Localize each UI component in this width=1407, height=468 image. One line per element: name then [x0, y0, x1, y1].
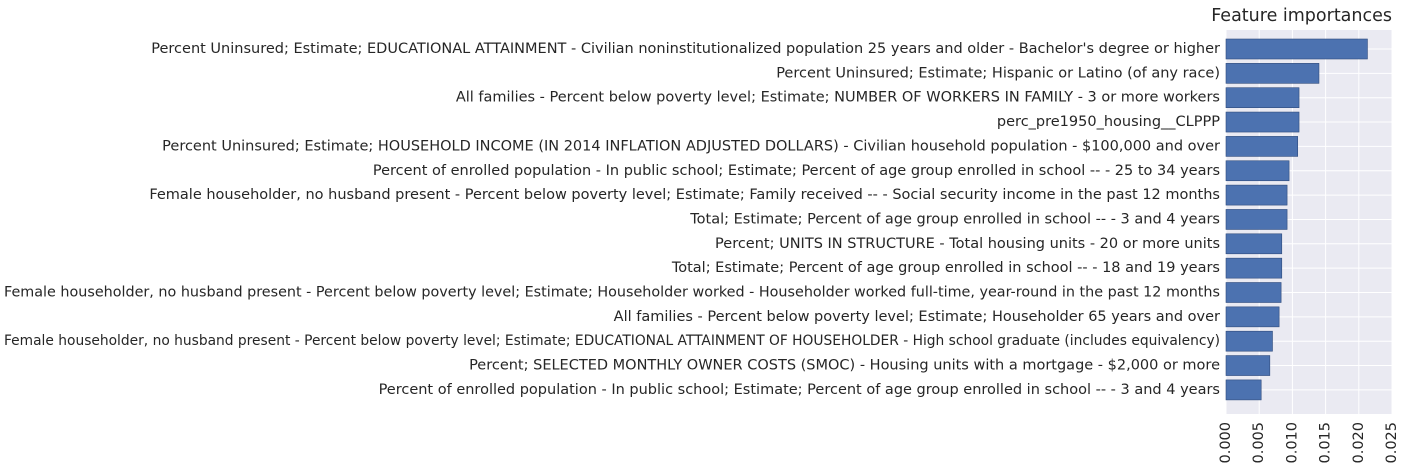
bars — [1225, 38, 1368, 401]
category-label: Percent; UNITS IN STRUCTURE - Total hous… — [715, 236, 1220, 252]
category-label: Percent; SELECTED MONTHLY OWNER COSTS (S… — [469, 358, 1220, 374]
chart-title: Feature importances — [1211, 6, 1392, 26]
bar — [1225, 379, 1262, 401]
bar — [1225, 306, 1280, 328]
x-tick-label: 0.015 — [1318, 422, 1334, 464]
category-label: Percent of enrolled population - In publ… — [379, 382, 1220, 398]
bar — [1225, 38, 1368, 60]
category-labels: Percent Uninsured; Estimate; EDUCATIONAL… — [4, 41, 1220, 398]
bar — [1225, 87, 1300, 108]
category-label: Female householder, no husband present -… — [4, 333, 1220, 349]
x-tick-label: 0.020 — [1351, 422, 1367, 464]
category-label: perc_pre1950_housing__CLPPP — [997, 114, 1220, 130]
category-label: Total; Estimate; Percent of age group en… — [689, 211, 1220, 227]
bar — [1225, 111, 1300, 133]
bar — [1225, 330, 1273, 352]
category-label: Percent Uninsured; Estimate; EDUCATIONAL… — [151, 41, 1220, 57]
x-tick-label: 0.005 — [1251, 422, 1267, 464]
category-label: Percent Uninsured; Estimate; Hispanic or… — [776, 65, 1220, 81]
x-tick-label: 0.025 — [1384, 422, 1400, 464]
category-label: All families - Percent below poverty lev… — [614, 309, 1220, 325]
category-label: All families - Percent below poverty lev… — [456, 90, 1220, 106]
bar — [1225, 355, 1271, 376]
category-label: Female householder, no husband present -… — [4, 285, 1220, 301]
category-label: Female householder, no husband present -… — [149, 187, 1220, 203]
bar — [1225, 160, 1290, 182]
x-axis-ticks: 0.000 0.005 0.010 0.015 0.020 0.025 — [1218, 422, 1400, 464]
bar — [1225, 233, 1283, 255]
x-tick-label: 0.010 — [1284, 422, 1300, 464]
category-label: Percent Uninsured; Estimate; HOUSEHOLD I… — [162, 138, 1220, 154]
bar — [1225, 184, 1288, 206]
category-label: Total; Estimate; Percent of age group en… — [671, 260, 1220, 276]
category-label: Percent of enrolled population - In publ… — [373, 163, 1220, 179]
bar — [1225, 282, 1282, 303]
bar — [1225, 136, 1299, 157]
x-tick-label: 0.000 — [1218, 422, 1234, 464]
bar — [1225, 257, 1283, 279]
bar — [1225, 209, 1288, 230]
bar — [1225, 63, 1320, 84]
